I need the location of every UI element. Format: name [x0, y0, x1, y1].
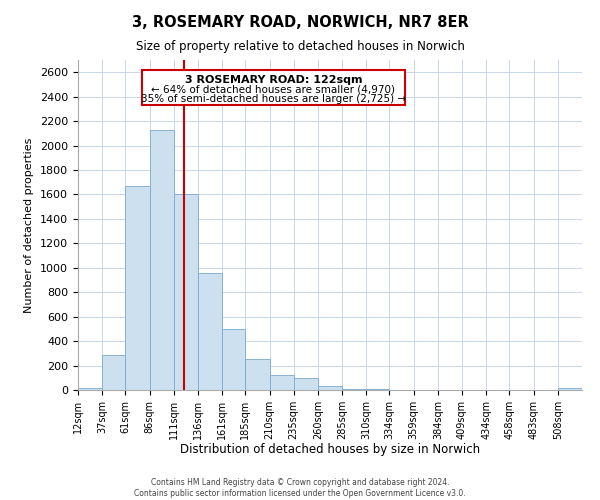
- Bar: [174, 194, 198, 390]
- Text: 3 ROSEMARY ROAD: 122sqm: 3 ROSEMARY ROAD: 122sqm: [185, 76, 362, 86]
- Bar: [558, 388, 582, 390]
- X-axis label: Distribution of detached houses by size in Norwich: Distribution of detached houses by size …: [180, 444, 480, 456]
- Bar: [198, 272, 222, 390]
- Text: 3, ROSEMARY ROAD, NORWICH, NR7 8ER: 3, ROSEMARY ROAD, NORWICH, NR7 8ER: [131, 15, 469, 30]
- Bar: [125, 186, 149, 390]
- Y-axis label: Number of detached properties: Number of detached properties: [25, 138, 34, 312]
- Text: ← 64% of detached houses are smaller (4,970): ← 64% of detached houses are smaller (4,…: [151, 84, 395, 94]
- Bar: [294, 378, 318, 390]
- Bar: [78, 388, 102, 390]
- Bar: [269, 376, 294, 390]
- Text: Size of property relative to detached houses in Norwich: Size of property relative to detached ho…: [136, 40, 464, 53]
- Text: Contains HM Land Registry data © Crown copyright and database right 2024.
Contai: Contains HM Land Registry data © Crown c…: [134, 478, 466, 498]
- Bar: [102, 355, 125, 390]
- Bar: [245, 360, 269, 390]
- Bar: [222, 329, 245, 390]
- Bar: [318, 386, 342, 390]
- FancyBboxPatch shape: [142, 70, 405, 104]
- Bar: [149, 130, 174, 390]
- Text: 35% of semi-detached houses are larger (2,725) →: 35% of semi-detached houses are larger (…: [141, 94, 406, 104]
